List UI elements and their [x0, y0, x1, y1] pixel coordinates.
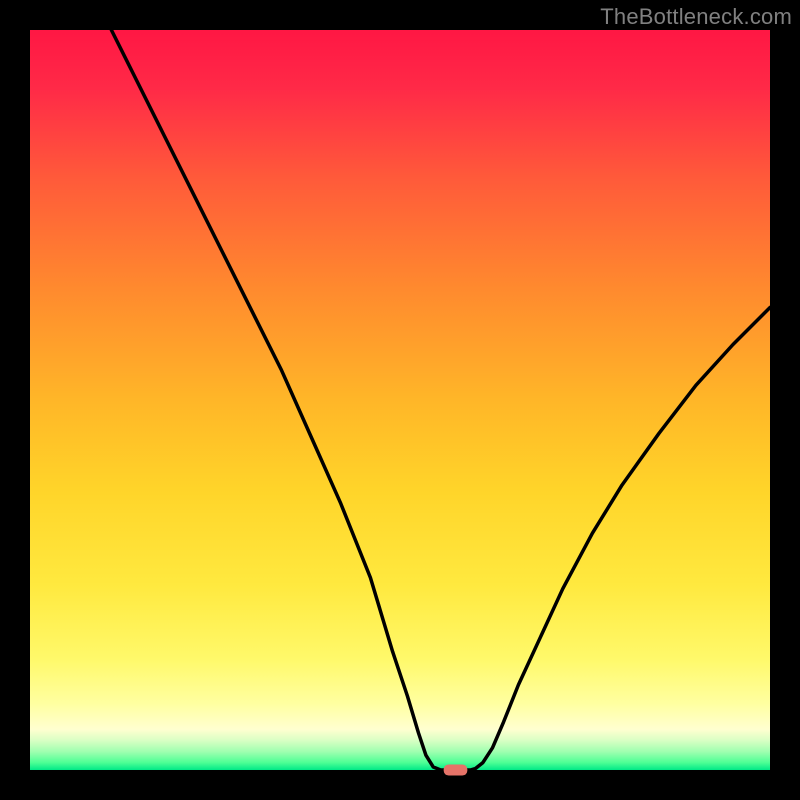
- watermark-text: TheBottleneck.com: [600, 4, 792, 30]
- bottleneck-chart: [0, 0, 800, 800]
- plot-background: [30, 30, 770, 770]
- optimum-marker: [444, 764, 468, 775]
- chart-container: TheBottleneck.com: [0, 0, 800, 800]
